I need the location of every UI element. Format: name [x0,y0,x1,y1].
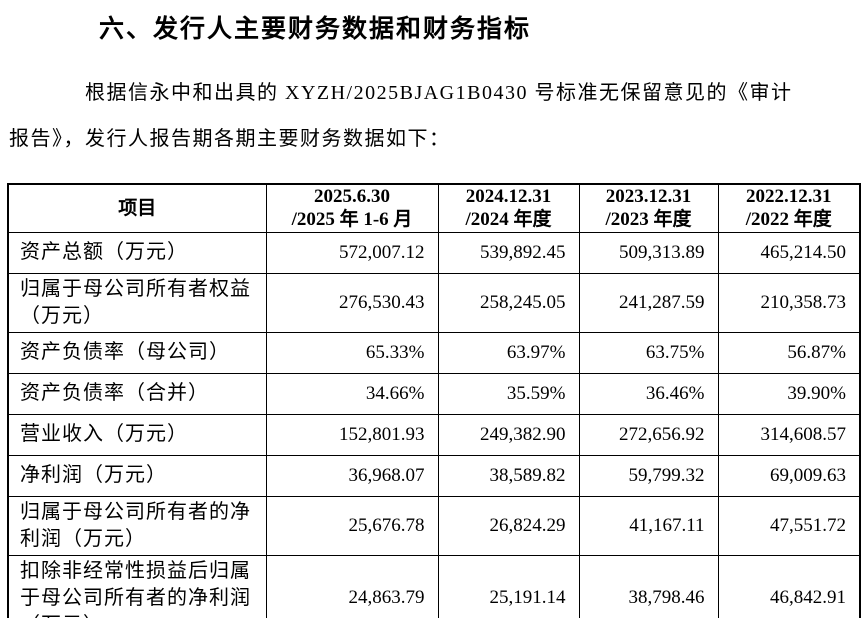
table-row: 归属于母公司所有者权益（万元） 276,530.43 258,245.05 241,2… [7,272,861,333]
value-cell: 39.90% [717,372,861,415]
value-cell: 25,676.78 [265,495,439,556]
value-cell: 34.66% [265,372,439,415]
value-cell: 36.46% [578,372,719,415]
table-row: 资产负债率（合并） 34.66% 35.59% 36.46% 39.90% [7,372,861,415]
row-label-cell: 资产负债率（合并） [7,372,267,415]
row-label-cell: 归属于母公司所有者权益（万元） [7,272,267,333]
value-cell: 56.87% [717,331,861,374]
value-cell: 38,589.82 [437,454,580,497]
table-header: 项目 2025.6.30/2025 年 1-6 月 2024.12.31/2024 … [7,183,861,233]
row-label-cell: 净利润（万元） [7,454,267,497]
header-cell-period: 2023.12.31/2023 年度 [578,183,719,233]
value-cell: 35.59% [437,372,580,415]
table-row: 营业收入（万元） 152,801.93 249,382.90 272,656.92 31… [7,413,861,456]
header-line1: 2024.12.31 [465,186,552,208]
value-cell: 47,551.72 [717,495,861,556]
value-cell: 509,313.89 [578,231,719,274]
table-row: 归属于母公司所有者的净利润（万元） 25,676.78 26,824.29 41,16… [7,495,861,556]
value-cell: 24,863.79 [265,554,439,618]
table-header-row: 项目 2025.6.30/2025 年 1-6 月 2024.12.31/2024 … [7,183,861,233]
value-cell: 241,287.59 [578,272,719,333]
header-cell-period: 2025.6.30/2025 年 1-6 月 [265,183,439,233]
value-cell: 36,968.07 [265,454,439,497]
value-cell: 59,799.32 [578,454,719,497]
header-line1: 2025.6.30 [314,186,390,208]
header-cell-period: 2022.12.31/2022 年度 [717,183,861,233]
value-cell: 38,798.46 [578,554,719,618]
header-line2: /2024 年度 [465,209,552,231]
value-cell: 465,214.50 [717,231,861,274]
paragraph-line-1: 根据信永中和出具的 XYZH/2025BJAG1B0430 号标准无保留意见的《… [85,82,793,104]
header-line2: /2022 年度 [745,209,832,231]
row-label-cell: 资产负债率（母公司） [7,331,267,374]
value-cell: 572,007.12 [265,231,439,274]
table-row: 净利润（万元） 36,968.07 38,589.82 59,799.32 69,009… [7,454,861,497]
value-cell: 152,801.93 [265,413,439,456]
value-cell: 41,167.11 [578,495,719,556]
header-line1: 2022.12.31 [746,186,832,208]
header-label: 项目 [118,197,157,219]
financial-table: 项目 2025.6.30/2025 年 1-6 月 2024.12.31/2024 … [7,183,861,618]
paragraph-line-2: 报告》，发行人报告期各期主要财务数据如下： [9,128,451,150]
value-cell: 249,382.90 [437,413,580,456]
value-cell: 276,530.43 [265,272,439,333]
table-row: 扣除非经常性损益后归属于母公司所有者的净利润（万元）24,863.7925,19… [7,554,861,618]
value-cell: 46,842.91 [717,554,861,618]
row-label-cell: 资产总额（万元） [7,231,267,274]
row-label-cell: 归属于母公司所有者的净利润（万元） [7,495,267,556]
header-cell-item: 项目 [7,183,267,233]
value-cell: 258,245.05 [437,272,580,333]
header-line2: /2025 年 1-6 月 [291,209,413,231]
value-cell: 63.97% [437,331,580,374]
value-cell: 25,191.14 [437,554,580,618]
header-line1: 2023.12.31 [605,186,692,208]
value-cell: 210,358.73 [717,272,861,333]
header-line2: /2023 年度 [605,209,692,231]
table-body: 资产总额（万元） 572,007.12 539,892.45 509,313.89 46… [7,231,861,618]
value-cell: 272,656.92 [578,413,719,456]
value-cell: 539,892.45 [437,231,580,274]
page-title: 六、发行人主要财务数据和财务指标 [99,15,532,43]
value-cell: 26,824.29 [437,495,580,556]
header-cell-period: 2024.12.31/2024 年度 [437,183,580,233]
document-page: 六、发行人主要财务数据和财务指标 根据信永中和出具的 XYZH/2025BJAG… [0,13,867,618]
value-cell: 69,009.63 [717,454,861,497]
row-label-cell: 扣除非经常性损益后归属于母公司所有者的净利润（万元） [7,554,267,618]
table-row: 资产负债率（母公司） 65.33% 63.97% 63.75% 56.87% [7,331,861,374]
row-label-cell: 营业收入（万元） [7,413,267,456]
value-cell: 314,608.57 [717,413,861,456]
value-cell: 63.75% [578,331,719,374]
table-row: 资产总额（万元） 572,007.12 539,892.45 509,313.89 46… [7,231,861,274]
value-cell: 65.33% [265,331,439,374]
